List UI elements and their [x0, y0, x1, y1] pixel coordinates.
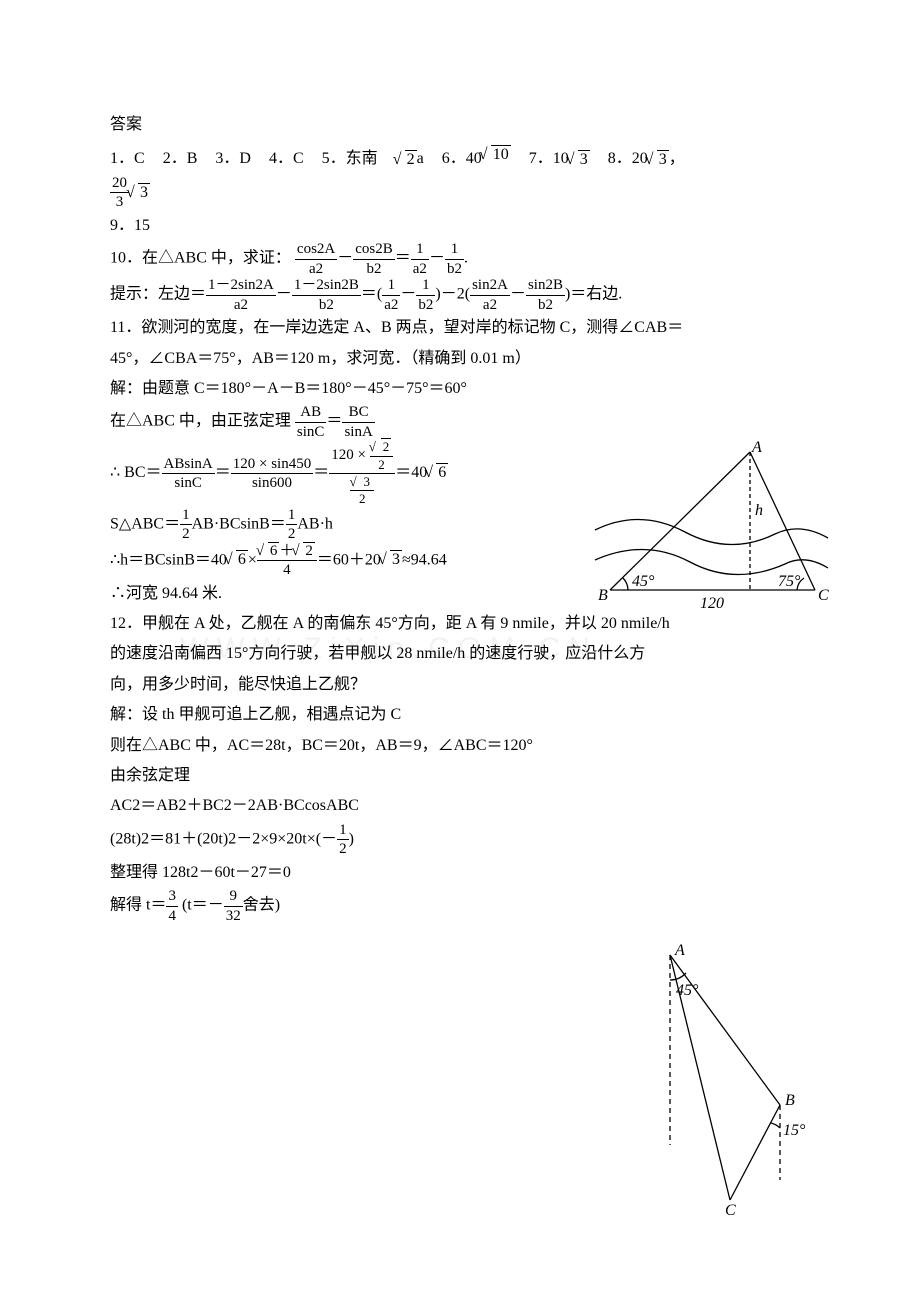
- q12-l7: AC2＝AB2＋BC2－2AB·BCcosABC: [110, 791, 810, 821]
- q12-l2: 的速度沿南偏西 15°方向行驶，若甲舰以 28 nmile/h 的速度行驶，应沿…: [110, 639, 810, 669]
- label-45: 45°: [632, 573, 655, 590]
- q12-l3: 向，用多少时间，能尽快追上乙舰？: [110, 670, 810, 700]
- q12-l6: 由余弦定理: [110, 761, 810, 791]
- q12-l5: 则在△ABC 中，AC＝28t，BC＝20t，AB＝9，∠ABC＝120°: [110, 731, 810, 761]
- ans-1: 1．C: [110, 150, 145, 167]
- label-15: 15°: [783, 1122, 806, 1139]
- q10-hint: 提示：左边＝1－2sin2Aa2－1－2sin2Bb2＝(1a2－1b2)－2(…: [110, 277, 810, 313]
- answers-row-2: 9．15: [110, 211, 810, 241]
- q11-l2: 45°，∠CBA＝75°，AB＝120 m，求河宽．（精确到 0.01 m）: [110, 344, 810, 374]
- label-45b: 45°: [676, 982, 699, 999]
- label-C: C: [818, 587, 829, 604]
- q11-l4-text: 在△ABC 中，由正弦定理: [110, 413, 291, 430]
- q11-l4: 在△ABC 中，由正弦定理 ABsinC＝BCsinA: [110, 404, 810, 440]
- ans-6: 6．40: [442, 150, 482, 167]
- river-diagram: A B C h 45° 75° 120: [590, 440, 830, 615]
- label-A: A: [751, 440, 762, 456]
- answers-row-1: 1．C 2．B 3．D 4．C 5．东南 2a 6．4010 7．103 8．2…: [110, 140, 810, 175]
- q11-l1: 11．欲测河的宽度，在一岸边选定 A、B 两点，望对岸的标记物 C，测得∠CAB…: [110, 313, 810, 343]
- ship-diagram: A B C 45° 15°: [620, 940, 810, 1220]
- q12-l4: 解：设 th 甲舰可追上乙舰，相遇点记为 C: [110, 700, 810, 730]
- label-C2: C: [725, 1202, 736, 1219]
- comma: ，: [669, 150, 685, 167]
- label-75: 75°: [778, 573, 801, 590]
- q10-hint-text: 提示：左边＝: [110, 286, 206, 303]
- page-title: 答案: [110, 110, 810, 140]
- ans-3: 3．D: [215, 150, 251, 167]
- q12-l9: 整理得 128t2－60t－27＝0: [110, 858, 810, 888]
- ans-2: 2．B: [163, 150, 198, 167]
- q12-l10-text: 解得 t＝: [110, 897, 166, 914]
- q11-l3: 解：由题意 C＝180°－A－B＝180°－45°－75°＝60°: [110, 374, 810, 404]
- ans-4: 4．C: [269, 150, 304, 167]
- q10-text: 10．在△ABC 中，求证：: [110, 250, 291, 267]
- ans-8: 8．20: [608, 150, 648, 167]
- q12-l10: 解得 t＝34 (t＝－932舍去): [110, 888, 810, 924]
- label-A2: A: [674, 942, 685, 959]
- q10-stem: 10．在△ABC 中，求证： cos2Aa2－cos2Bb2＝1a2－1b2.: [110, 241, 810, 277]
- label-B: B: [598, 587, 608, 604]
- q11-l7-text: ∴h＝BCsinB＝40: [110, 551, 227, 568]
- label-h: h: [755, 502, 763, 519]
- label-B2: B: [785, 1092, 795, 1109]
- ans-5: 5．东南: [322, 150, 378, 167]
- ans-7: 7．10: [529, 150, 569, 167]
- label-120: 120: [700, 595, 724, 612]
- answers-row-1b: 2033: [110, 175, 810, 211]
- q11-l6-text: S△ABC＝: [110, 515, 180, 532]
- ans-5v: a: [417, 150, 424, 167]
- q12-l8: (28t)2＝81＋(20t)2－2×9×20t×(－12): [110, 822, 810, 858]
- q11-l5-text: ∴ BC＝: [110, 464, 162, 481]
- q12-l8-text: (28t)2＝81＋(20t)2－2×9×20t×(－: [110, 830, 337, 847]
